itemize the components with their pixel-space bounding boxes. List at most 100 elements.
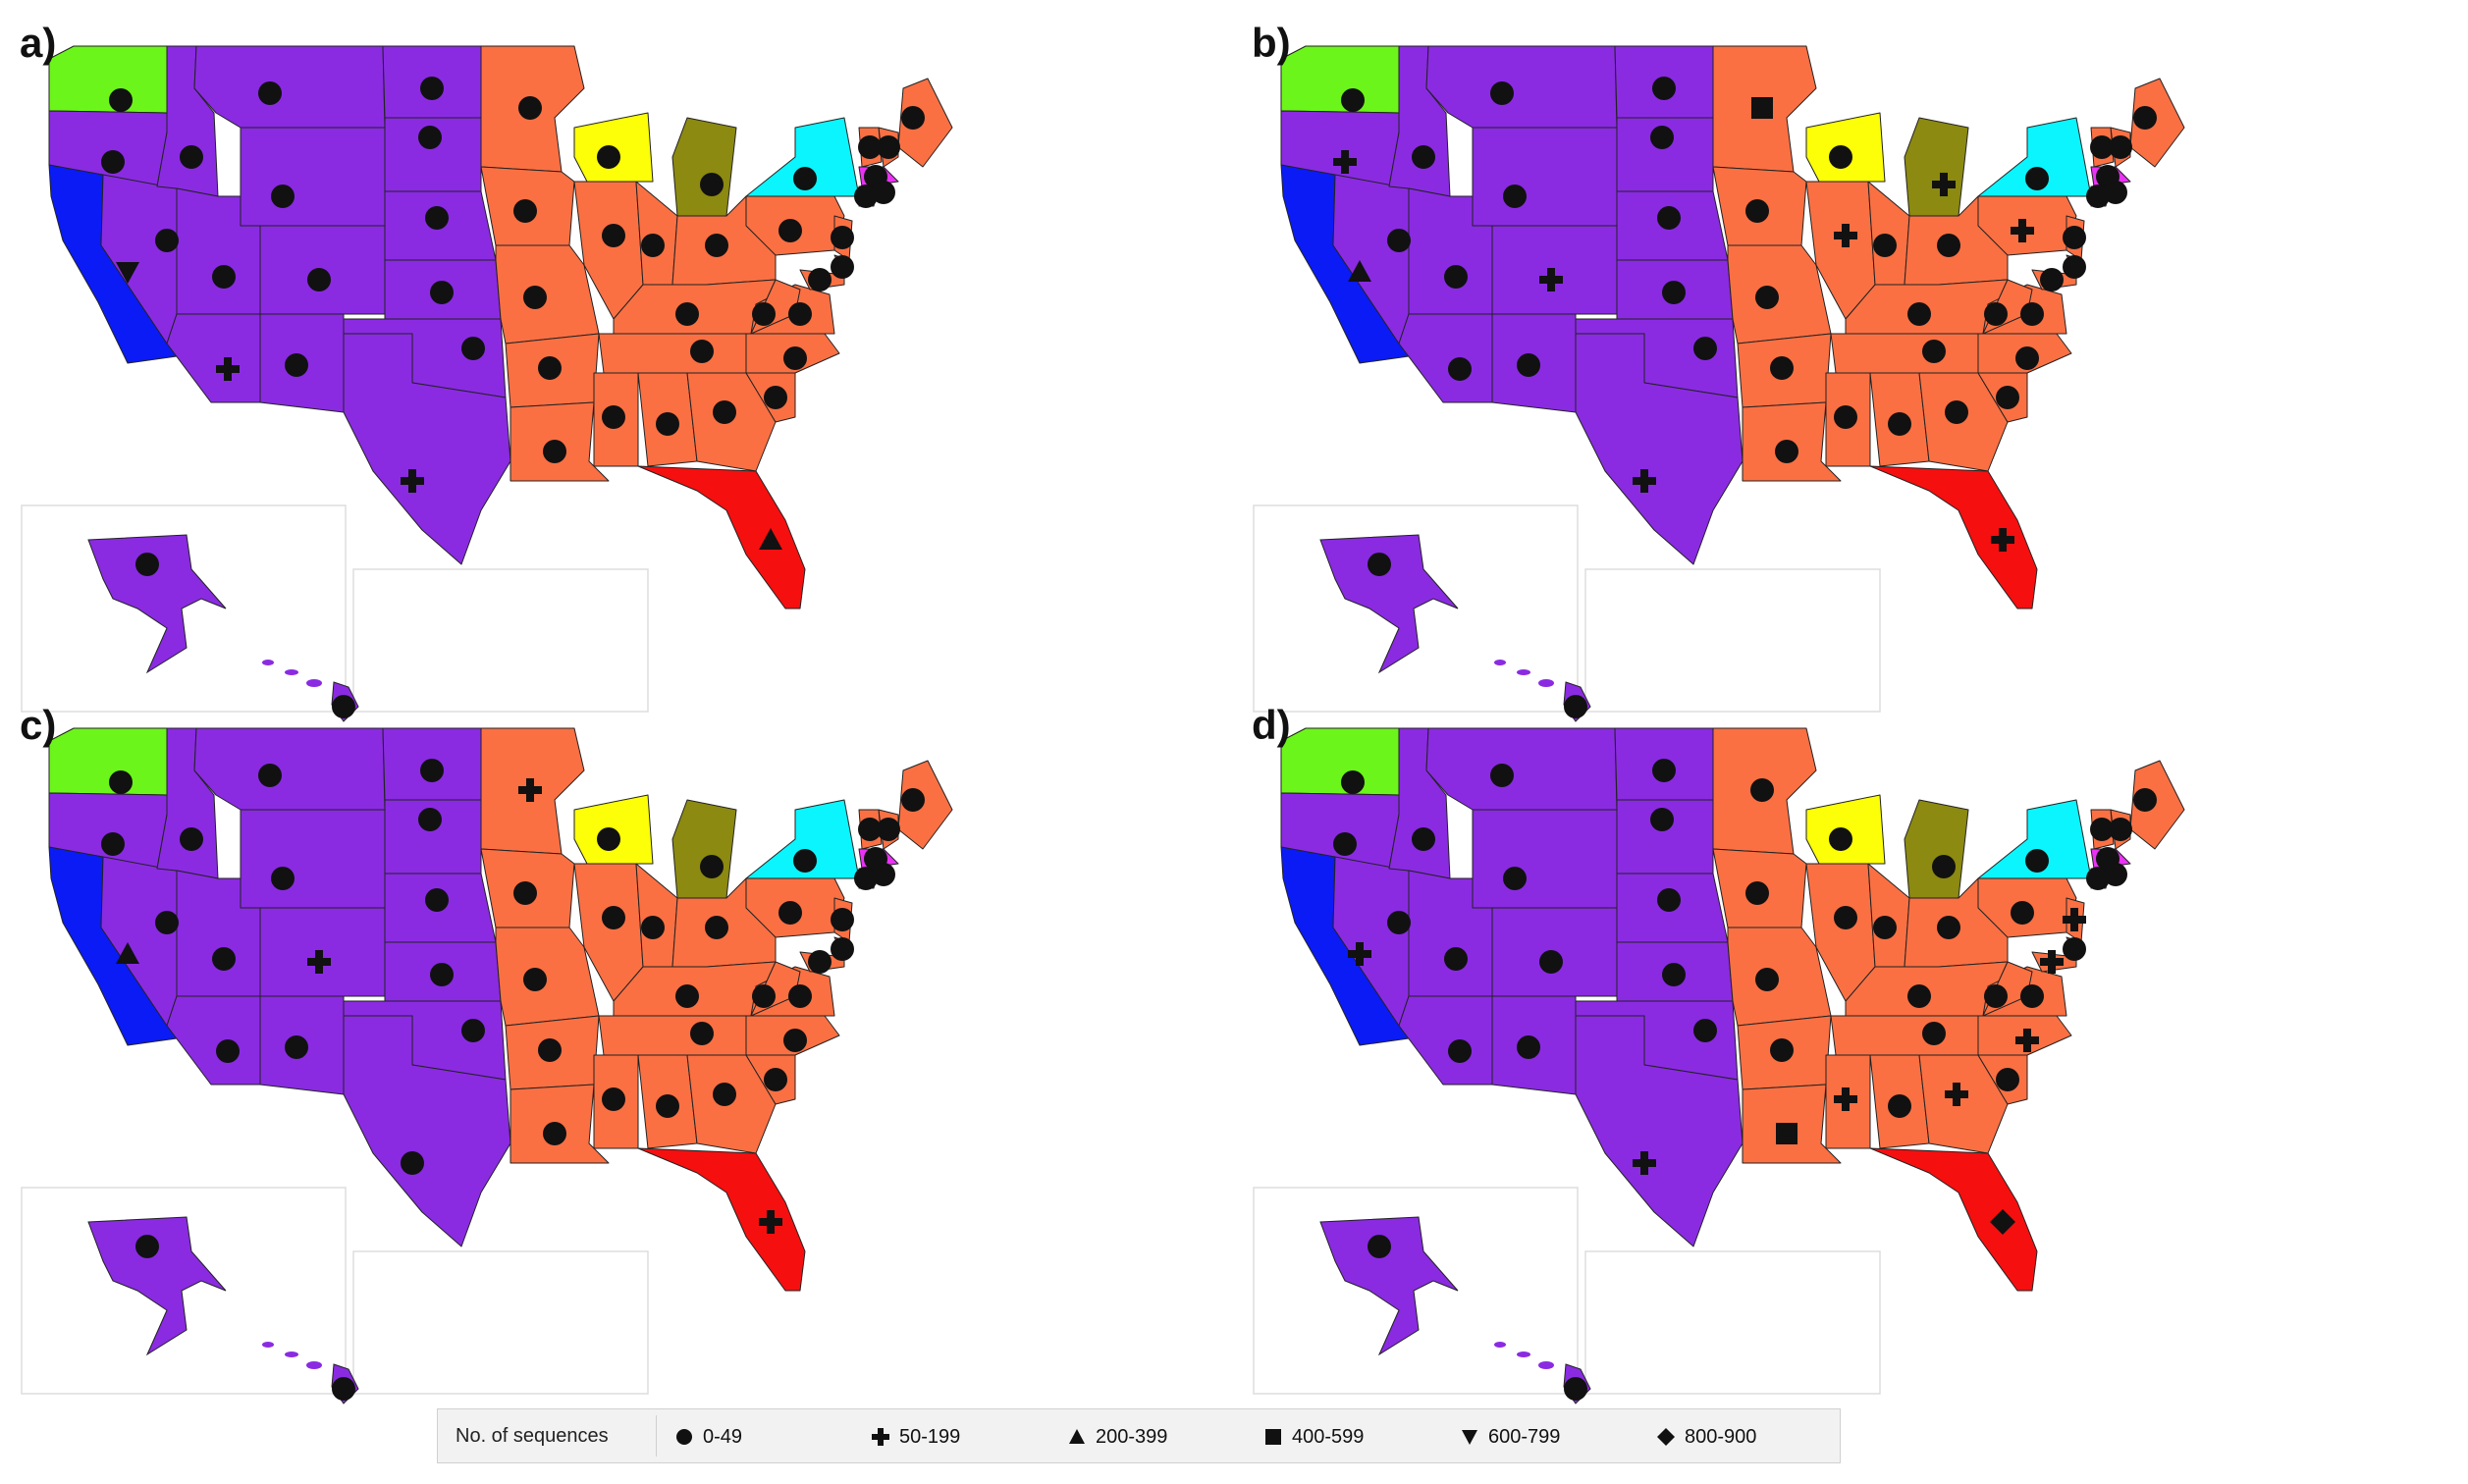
state-mt [193, 45, 386, 129]
state-in [635, 863, 678, 968]
marker-or [1333, 150, 1357, 174]
legend-title: No. of sequences [456, 1425, 609, 1447]
state-me [2129, 760, 2185, 850]
marker-ar [538, 1038, 562, 1062]
state-in [635, 181, 678, 286]
marker-fl [1991, 528, 2014, 552]
marker-ga [1945, 400, 1968, 424]
state-az [1398, 995, 1493, 1086]
marker-wy [1503, 185, 1527, 208]
state-tx [1575, 333, 1744, 565]
state-mi [1904, 799, 1969, 899]
marker-la [543, 1122, 566, 1145]
marker-mo [1755, 286, 1779, 309]
legend-item-0-49: 0-49 [673, 1426, 870, 1449]
state-me [2129, 78, 2185, 168]
marker-nh [2109, 135, 2132, 159]
marker-de [2063, 255, 2086, 279]
state-me [897, 78, 953, 168]
marker-sc [764, 386, 787, 409]
marker-nv [155, 911, 179, 934]
marker-il [602, 224, 625, 247]
marker-wy [1503, 867, 1527, 890]
state-ak [87, 534, 227, 674]
marker-sc [1996, 1068, 2019, 1091]
marker-mn [1750, 778, 1774, 802]
marker-pa [778, 901, 802, 925]
panel-c: c) [20, 702, 1237, 1408]
marker-wv [752, 984, 776, 1008]
marker-az [216, 1039, 240, 1063]
marker-ut [212, 265, 236, 289]
marker-mo [523, 286, 547, 309]
state-mi [1904, 117, 1969, 217]
state-ga [1918, 372, 2009, 472]
state-mt [1425, 45, 1618, 129]
legend-item-400-599: 400-599 [1262, 1426, 1459, 1449]
marker-la [543, 440, 566, 463]
marker-va [788, 302, 812, 326]
marker-ny [793, 167, 817, 190]
state-az [166, 995, 261, 1086]
marker-de [831, 255, 854, 279]
marker-ak [1368, 553, 1391, 576]
state-wy [1472, 127, 1618, 227]
us-map-a [21, 45, 953, 722]
marker-ct [854, 185, 878, 208]
panel-a: a) [20, 20, 1237, 726]
marker-sd [1650, 126, 1674, 149]
marker-id [180, 827, 203, 851]
marker-ct [2086, 867, 2110, 890]
marker-mn [1751, 97, 1773, 119]
marker-ks [1662, 963, 1686, 986]
marker-va [788, 984, 812, 1008]
marker-sd [418, 126, 442, 149]
marker-mt [1490, 764, 1514, 787]
marker-me [2133, 788, 2157, 812]
marker-co [1539, 950, 1563, 974]
legend-item-50-199: 50-199 [870, 1426, 1066, 1449]
marker-ia [513, 881, 537, 905]
state-fl [1869, 1147, 2038, 1292]
state-ny [1977, 799, 2092, 879]
hawaii-inset [1584, 1250, 1881, 1395]
marker-ca [116, 262, 139, 284]
marker-wv [752, 302, 776, 326]
marker-tx [1633, 1151, 1656, 1175]
marker-al [1888, 412, 1911, 436]
marker-mi [700, 173, 724, 196]
marker-wi [597, 145, 620, 169]
marker-nv [1387, 911, 1411, 934]
square-icon [1265, 1429, 1281, 1445]
marker-ms [1834, 405, 1857, 429]
marker-sd [418, 808, 442, 831]
marker-in [1873, 234, 1897, 257]
marker-il [602, 906, 625, 929]
marker-nm [1517, 353, 1540, 377]
marker-ut [1444, 947, 1468, 971]
state-fl [637, 1147, 806, 1292]
marker-hi [332, 695, 355, 718]
marker-id [180, 145, 203, 169]
panel-b: b) [1252, 20, 2468, 726]
marker-ak [135, 1235, 159, 1258]
state-wy [240, 127, 386, 227]
marker-nd [1652, 77, 1676, 100]
marker-nm [285, 1035, 308, 1059]
marker-nc [2015, 1029, 2039, 1052]
state-in [1867, 863, 1910, 968]
marker-ak [1368, 1235, 1391, 1258]
marker-nj [2063, 226, 2086, 249]
marker-az [216, 357, 240, 381]
marker-mt [1490, 81, 1514, 105]
marker-ne [1657, 888, 1681, 912]
marker-de [2063, 937, 2086, 961]
marker-oh [1937, 916, 1960, 939]
marker-hi [1564, 1377, 1587, 1401]
marker-nv [1387, 229, 1411, 252]
marker-co [307, 950, 331, 974]
marker-ny [2025, 849, 2049, 873]
marker-la [1776, 1123, 1797, 1144]
legend-item-800-900: 800-900 [1655, 1426, 1851, 1449]
marker-ri [872, 863, 895, 886]
